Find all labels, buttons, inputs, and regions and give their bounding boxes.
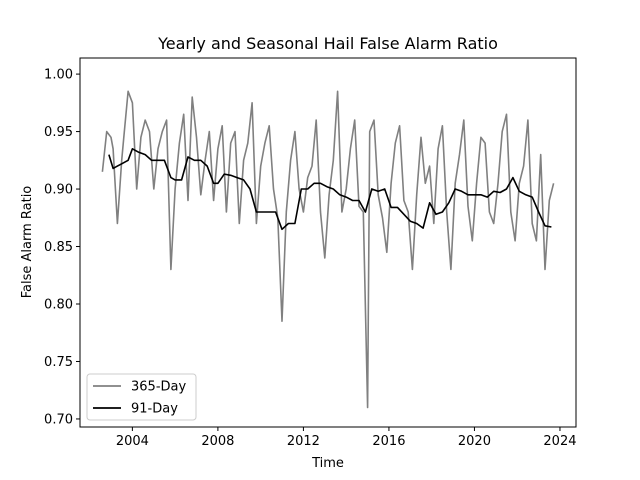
x-tick-label: 2016 bbox=[372, 434, 405, 449]
x-axis-label: Time bbox=[311, 456, 344, 471]
x-axis: 2004 2008 2012 2016 2020 2024 bbox=[116, 427, 577, 449]
y-tick-label: 0.80 bbox=[44, 298, 73, 313]
y-tick-label: 0.95 bbox=[44, 125, 73, 140]
chart-title: Yearly and Seasonal Hail False Alarm Rat… bbox=[157, 34, 498, 53]
y-tick-label: 0.90 bbox=[44, 183, 73, 198]
series-line-1 bbox=[108, 148, 552, 231]
y-tick-label: 0.70 bbox=[44, 412, 73, 427]
legend: 365-Day 91-Day bbox=[86, 373, 197, 421]
x-tick-label: 2020 bbox=[458, 434, 491, 449]
x-tick-label: 2008 bbox=[201, 434, 234, 449]
legend-label-0: 365-Day bbox=[131, 380, 186, 395]
legend-label-1: 91-Day bbox=[131, 402, 178, 417]
series-layer bbox=[101, 90, 555, 409]
y-axis-label: False Alarm Ratio bbox=[20, 186, 35, 299]
y-tick-label: 0.85 bbox=[44, 240, 73, 255]
x-tick-label: 2012 bbox=[287, 434, 320, 449]
plot-frame bbox=[79, 57, 577, 428]
x-tick-label: 2024 bbox=[543, 434, 576, 449]
x-tick-label: 2004 bbox=[116, 434, 149, 449]
series-line-0 bbox=[101, 90, 555, 409]
y-axis: 0.70 0.75 0.80 0.85 0.90 0.95 1.00 bbox=[44, 68, 80, 427]
y-tick-label: 1.00 bbox=[44, 68, 73, 83]
y-tick-label: 0.75 bbox=[44, 355, 73, 370]
